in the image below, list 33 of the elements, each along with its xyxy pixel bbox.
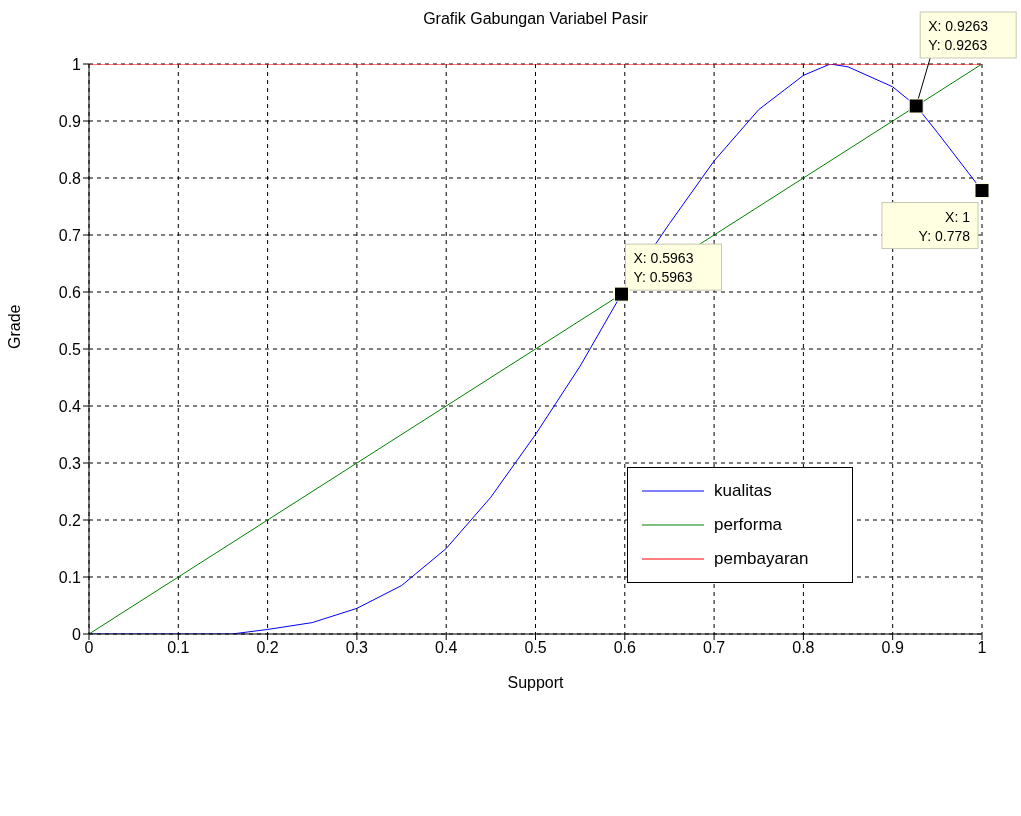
y-tick-label: 0	[72, 625, 82, 643]
data-tip: X: 0.5963 Y: 0.5963	[614, 243, 722, 302]
x-tick-label: 0.9	[881, 639, 904, 657]
y-tick-label: 0.7	[58, 226, 82, 244]
y-tick-label: 0.4	[58, 397, 82, 415]
x-axis-title: Support	[507, 674, 565, 691]
x-tick-label: 1	[977, 639, 987, 657]
legend-label: kualitas	[714, 481, 772, 501]
x-tick-label: 0.3	[345, 639, 369, 657]
x-tick-label: 0.5	[524, 639, 547, 657]
x-tick-label: 0.6	[613, 639, 637, 657]
x-tick-label: 0	[84, 639, 94, 657]
y-tick-label: 0.2	[58, 511, 82, 529]
y-tick-label: 1	[72, 55, 82, 73]
legend-label: performa	[714, 515, 783, 535]
chart-title: Grafik Gabungan Variabel Pasir	[423, 10, 649, 27]
y-tick-label: 0.1	[58, 568, 82, 586]
annotation: X: 0.9263 Y: 0.9263	[928, 18, 989, 53]
y-tick-label: 0.6	[58, 283, 82, 301]
y-axis-title: Grade	[5, 304, 23, 349]
legend-label: pembayaran	[714, 549, 809, 569]
x-tick-label: 0.8	[792, 639, 815, 657]
annotation: X: 0.5963 Y: 0.5963	[633, 250, 694, 286]
y-tick-label: 0.8	[58, 169, 82, 187]
y-tick-label: 0.9	[58, 112, 82, 130]
y-tick-label: 0.3	[58, 454, 82, 472]
x-tick-label: 0.7	[702, 639, 726, 657]
y-tick-label: 0.5	[58, 340, 82, 358]
data-tip: X: 1 Y: 0.778	[881, 183, 990, 250]
x-tick-label: 0.2	[256, 639, 279, 657]
annotation: X: 1 Y: 0.778	[918, 208, 971, 244]
x-tick-label: 0.1	[167, 639, 190, 657]
x-tick-label: 0.4	[435, 639, 458, 657]
